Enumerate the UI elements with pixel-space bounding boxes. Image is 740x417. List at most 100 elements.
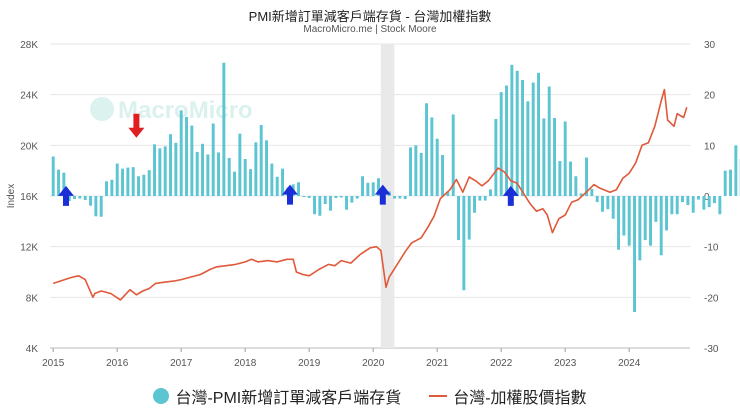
pmi-bar	[249, 169, 252, 196]
pmi-bar	[307, 196, 311, 199]
pmi-bar	[275, 176, 279, 196]
legend-label-pmi: 台灣-PMI新增訂單減客戶端存貨	[175, 390, 402, 407]
blue-up-arrow-icon	[282, 184, 298, 205]
pmi-bar	[137, 176, 140, 196]
left-tick-label: 16K	[20, 192, 38, 203]
pmi-bar	[483, 196, 487, 201]
pmi-bar	[729, 169, 732, 196]
pmi-bar	[617, 196, 620, 250]
right-tick-label: 10	[704, 141, 716, 152]
pmi-bar	[430, 117, 434, 196]
blue-up-arrow-icon	[58, 185, 74, 206]
pmi-bar	[265, 140, 268, 196]
pmi-bar	[627, 196, 631, 246]
pmi-bar	[158, 148, 162, 196]
pmi-bar	[665, 196, 668, 231]
legend-item-taiex[interactable]: 台灣-加權股價指數	[429, 384, 587, 408]
left-tick-label: 28K	[20, 40, 38, 51]
pmi-bar	[547, 86, 551, 196]
pmi-bar	[499, 92, 503, 196]
pmi-bar	[142, 174, 146, 196]
pmi-bar	[174, 142, 178, 196]
pmi-bar	[697, 196, 700, 200]
pmi-bar	[297, 182, 300, 196]
pmi-bar	[115, 163, 119, 196]
x-tick-label: 2023	[554, 358, 577, 369]
pmi-bar	[222, 62, 226, 196]
pmi-bar	[707, 196, 711, 208]
legend: 台灣-PMI新增訂單減客戶端存貨 台灣-加權股價指數	[0, 384, 740, 408]
pmi-bar	[419, 152, 423, 196]
pmi-bar	[217, 152, 220, 196]
pmi-bar	[478, 196, 482, 201]
pmi-bar	[350, 196, 354, 203]
pmi-bar	[169, 134, 172, 196]
x-tick-label: 2022	[490, 358, 513, 369]
pmi-bar	[345, 196, 348, 210]
pmi-bar	[153, 144, 156, 196]
watermark-logo-icon	[90, 97, 114, 121]
x-tick-label: 2020	[362, 358, 385, 369]
pmi-bar	[563, 121, 567, 196]
pmi-bar	[355, 196, 359, 199]
pmi-bar	[531, 82, 535, 196]
pmi-bar	[462, 196, 466, 291]
pmi-bar	[681, 196, 684, 203]
x-tick-label: 2024	[618, 358, 641, 369]
pmi-bar	[83, 196, 87, 201]
pmi-bar	[649, 196, 652, 246]
legend-swatch-taiex	[429, 395, 448, 397]
pmi-bar	[505, 85, 508, 196]
pmi-bar	[57, 169, 60, 196]
pmi-bar	[403, 196, 407, 200]
pmi-bar	[259, 125, 263, 196]
pmi-bar	[510, 64, 514, 196]
pmi-bar	[515, 70, 519, 196]
right-tick-label: 30	[704, 40, 716, 51]
x-tick-label: 2019	[298, 358, 321, 369]
taiex-line	[52, 88, 688, 301]
left-tick-label: 20K	[20, 141, 38, 152]
pmi-bar	[414, 145, 418, 196]
pmi-bar	[643, 196, 647, 241]
legend-item-pmi[interactable]: 台灣-PMI新增訂單減客戶端存貨	[153, 384, 401, 408]
pmi-bar	[686, 196, 690, 206]
pmi-bar	[73, 196, 76, 200]
pmi-bar	[99, 196, 103, 217]
pmi-bar	[451, 114, 455, 196]
pmi-bar	[601, 196, 604, 212]
pmi-bar	[633, 196, 636, 313]
pmi-bar	[675, 196, 679, 215]
pmi-bar	[537, 72, 540, 196]
pmi-bar	[691, 196, 695, 213]
pmi-bar	[313, 196, 316, 215]
pmi-bar	[409, 147, 412, 196]
right-tick-label: -20	[704, 293, 719, 304]
x-tick-label: 2015	[42, 358, 65, 369]
pmi-bar	[227, 158, 231, 196]
pmi-bar	[659, 196, 663, 256]
pmi-bar	[243, 159, 247, 196]
pmi-bar	[126, 167, 130, 196]
pmi-bar	[713, 196, 716, 204]
pmi-bar	[281, 168, 284, 196]
right-tick-label: 20	[704, 91, 716, 102]
chart-canvas: 4K 8K 12K 16K 20K 24K 28K -30 -20 -10 0 10 20 30 2015 2…	[6, 40, 740, 369]
pmi-bar	[179, 110, 183, 196]
pmi-bar	[585, 157, 588, 196]
pmi-bar	[147, 170, 151, 196]
pmi-bar	[425, 103, 428, 196]
pmi-bar	[654, 196, 658, 222]
left-tick-label: 12K	[20, 243, 38, 254]
x-tick-label: 2017	[170, 358, 193, 369]
pmi-bar	[51, 156, 55, 196]
legend-swatch-pmi	[153, 388, 170, 404]
pmi-bar	[206, 154, 210, 196]
pmi-bar	[302, 196, 306, 198]
blue-up-arrow-icon	[374, 184, 391, 205]
pmi-bar	[473, 196, 476, 213]
pmi-bar	[62, 172, 66, 196]
pmi-bar	[489, 189, 492, 196]
blue-up-arrow-icon	[502, 185, 519, 206]
pmi-bar	[238, 133, 242, 196]
